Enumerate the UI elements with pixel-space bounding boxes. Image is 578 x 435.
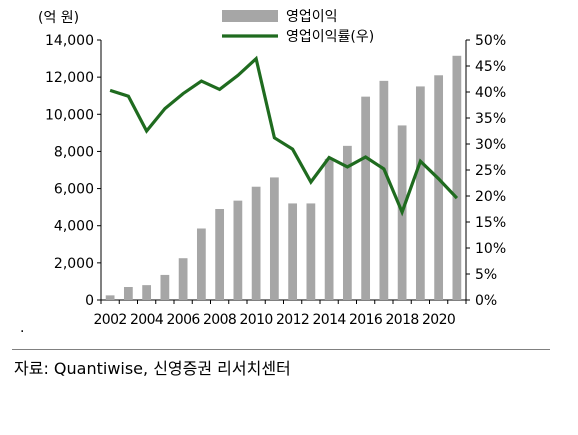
bar bbox=[306, 203, 316, 300]
right-tick-label: 20% bbox=[475, 189, 506, 205]
x-tick-label: 2020 bbox=[422, 312, 455, 328]
legend-label-bar: 영업이익 bbox=[286, 9, 338, 25]
source-rule-top bbox=[12, 349, 550, 350]
bar bbox=[215, 209, 225, 300]
left-tick-label: 12,000 bbox=[45, 70, 94, 86]
left-tick-label: 8,000 bbox=[54, 144, 94, 160]
legend-swatch-bar bbox=[222, 10, 278, 22]
source-note: 자료: Quantiwise, 신영증권 리서치센터 bbox=[14, 359, 291, 378]
bar bbox=[269, 177, 279, 300]
bar bbox=[142, 285, 152, 300]
legend-label-line: 영업이익률(우) bbox=[286, 29, 374, 45]
x-tick-label: 2016 bbox=[349, 312, 383, 328]
bar bbox=[452, 55, 462, 301]
x-tick-label: 2012 bbox=[276, 312, 309, 328]
line-series-margin bbox=[109, 55, 459, 217]
right-tick-label: 5% bbox=[475, 267, 497, 283]
left-tick-label: 14,000 bbox=[45, 33, 94, 49]
right-tick-label: 50% bbox=[475, 33, 506, 49]
y-left-unit-label: (억 원) bbox=[38, 10, 79, 26]
bar bbox=[233, 200, 243, 300]
bar bbox=[434, 75, 444, 301]
bar bbox=[379, 80, 389, 300]
bar bbox=[251, 186, 261, 300]
bar bbox=[288, 203, 298, 300]
right-tick-label: 25% bbox=[475, 163, 506, 179]
right-tick-label: 0% bbox=[475, 293, 497, 309]
x-tick-label: 2002 bbox=[94, 312, 127, 328]
bar bbox=[123, 287, 133, 300]
right-tick-label: 15% bbox=[475, 215, 506, 231]
x-tick-label: 2008 bbox=[203, 312, 236, 328]
x-tick-label: 2004 bbox=[130, 312, 164, 328]
bar bbox=[160, 274, 170, 300]
bar bbox=[415, 86, 425, 300]
x-tick-label: 2006 bbox=[167, 312, 201, 328]
right-tick-label: 40% bbox=[475, 85, 506, 101]
left-tick-label: 2,000 bbox=[54, 256, 94, 272]
x-tick-label: 2010 bbox=[240, 312, 273, 328]
bar bbox=[342, 145, 352, 300]
bar bbox=[178, 258, 188, 300]
right-tick-label: 10% bbox=[475, 241, 506, 257]
x-tick-label: 2014 bbox=[313, 312, 347, 328]
bar bbox=[105, 295, 115, 300]
dot-mark: . bbox=[20, 320, 25, 336]
left-tick-label: 10,000 bbox=[45, 107, 94, 123]
chart-svg: 0 2,000 4,000 6,000 8,000 10,000 12,000 14,000 0… bbox=[38, 9, 506, 328]
bar bbox=[324, 158, 334, 300]
left-tick-label: 4,000 bbox=[54, 219, 94, 235]
left-tick-label: 0 bbox=[85, 293, 94, 309]
right-tick-label: 45% bbox=[475, 59, 506, 75]
x-tick-label: 2018 bbox=[386, 312, 419, 328]
chart: 0 2,000 4,000 6,000 8,000 10,000 12,000 14,000 0… bbox=[38, 9, 506, 328]
left-tick-label: 6,000 bbox=[54, 182, 94, 198]
right-tick-label: 30% bbox=[475, 137, 506, 153]
bar bbox=[361, 96, 371, 301]
right-tick-label: 35% bbox=[475, 111, 506, 127]
bar bbox=[196, 228, 206, 300]
